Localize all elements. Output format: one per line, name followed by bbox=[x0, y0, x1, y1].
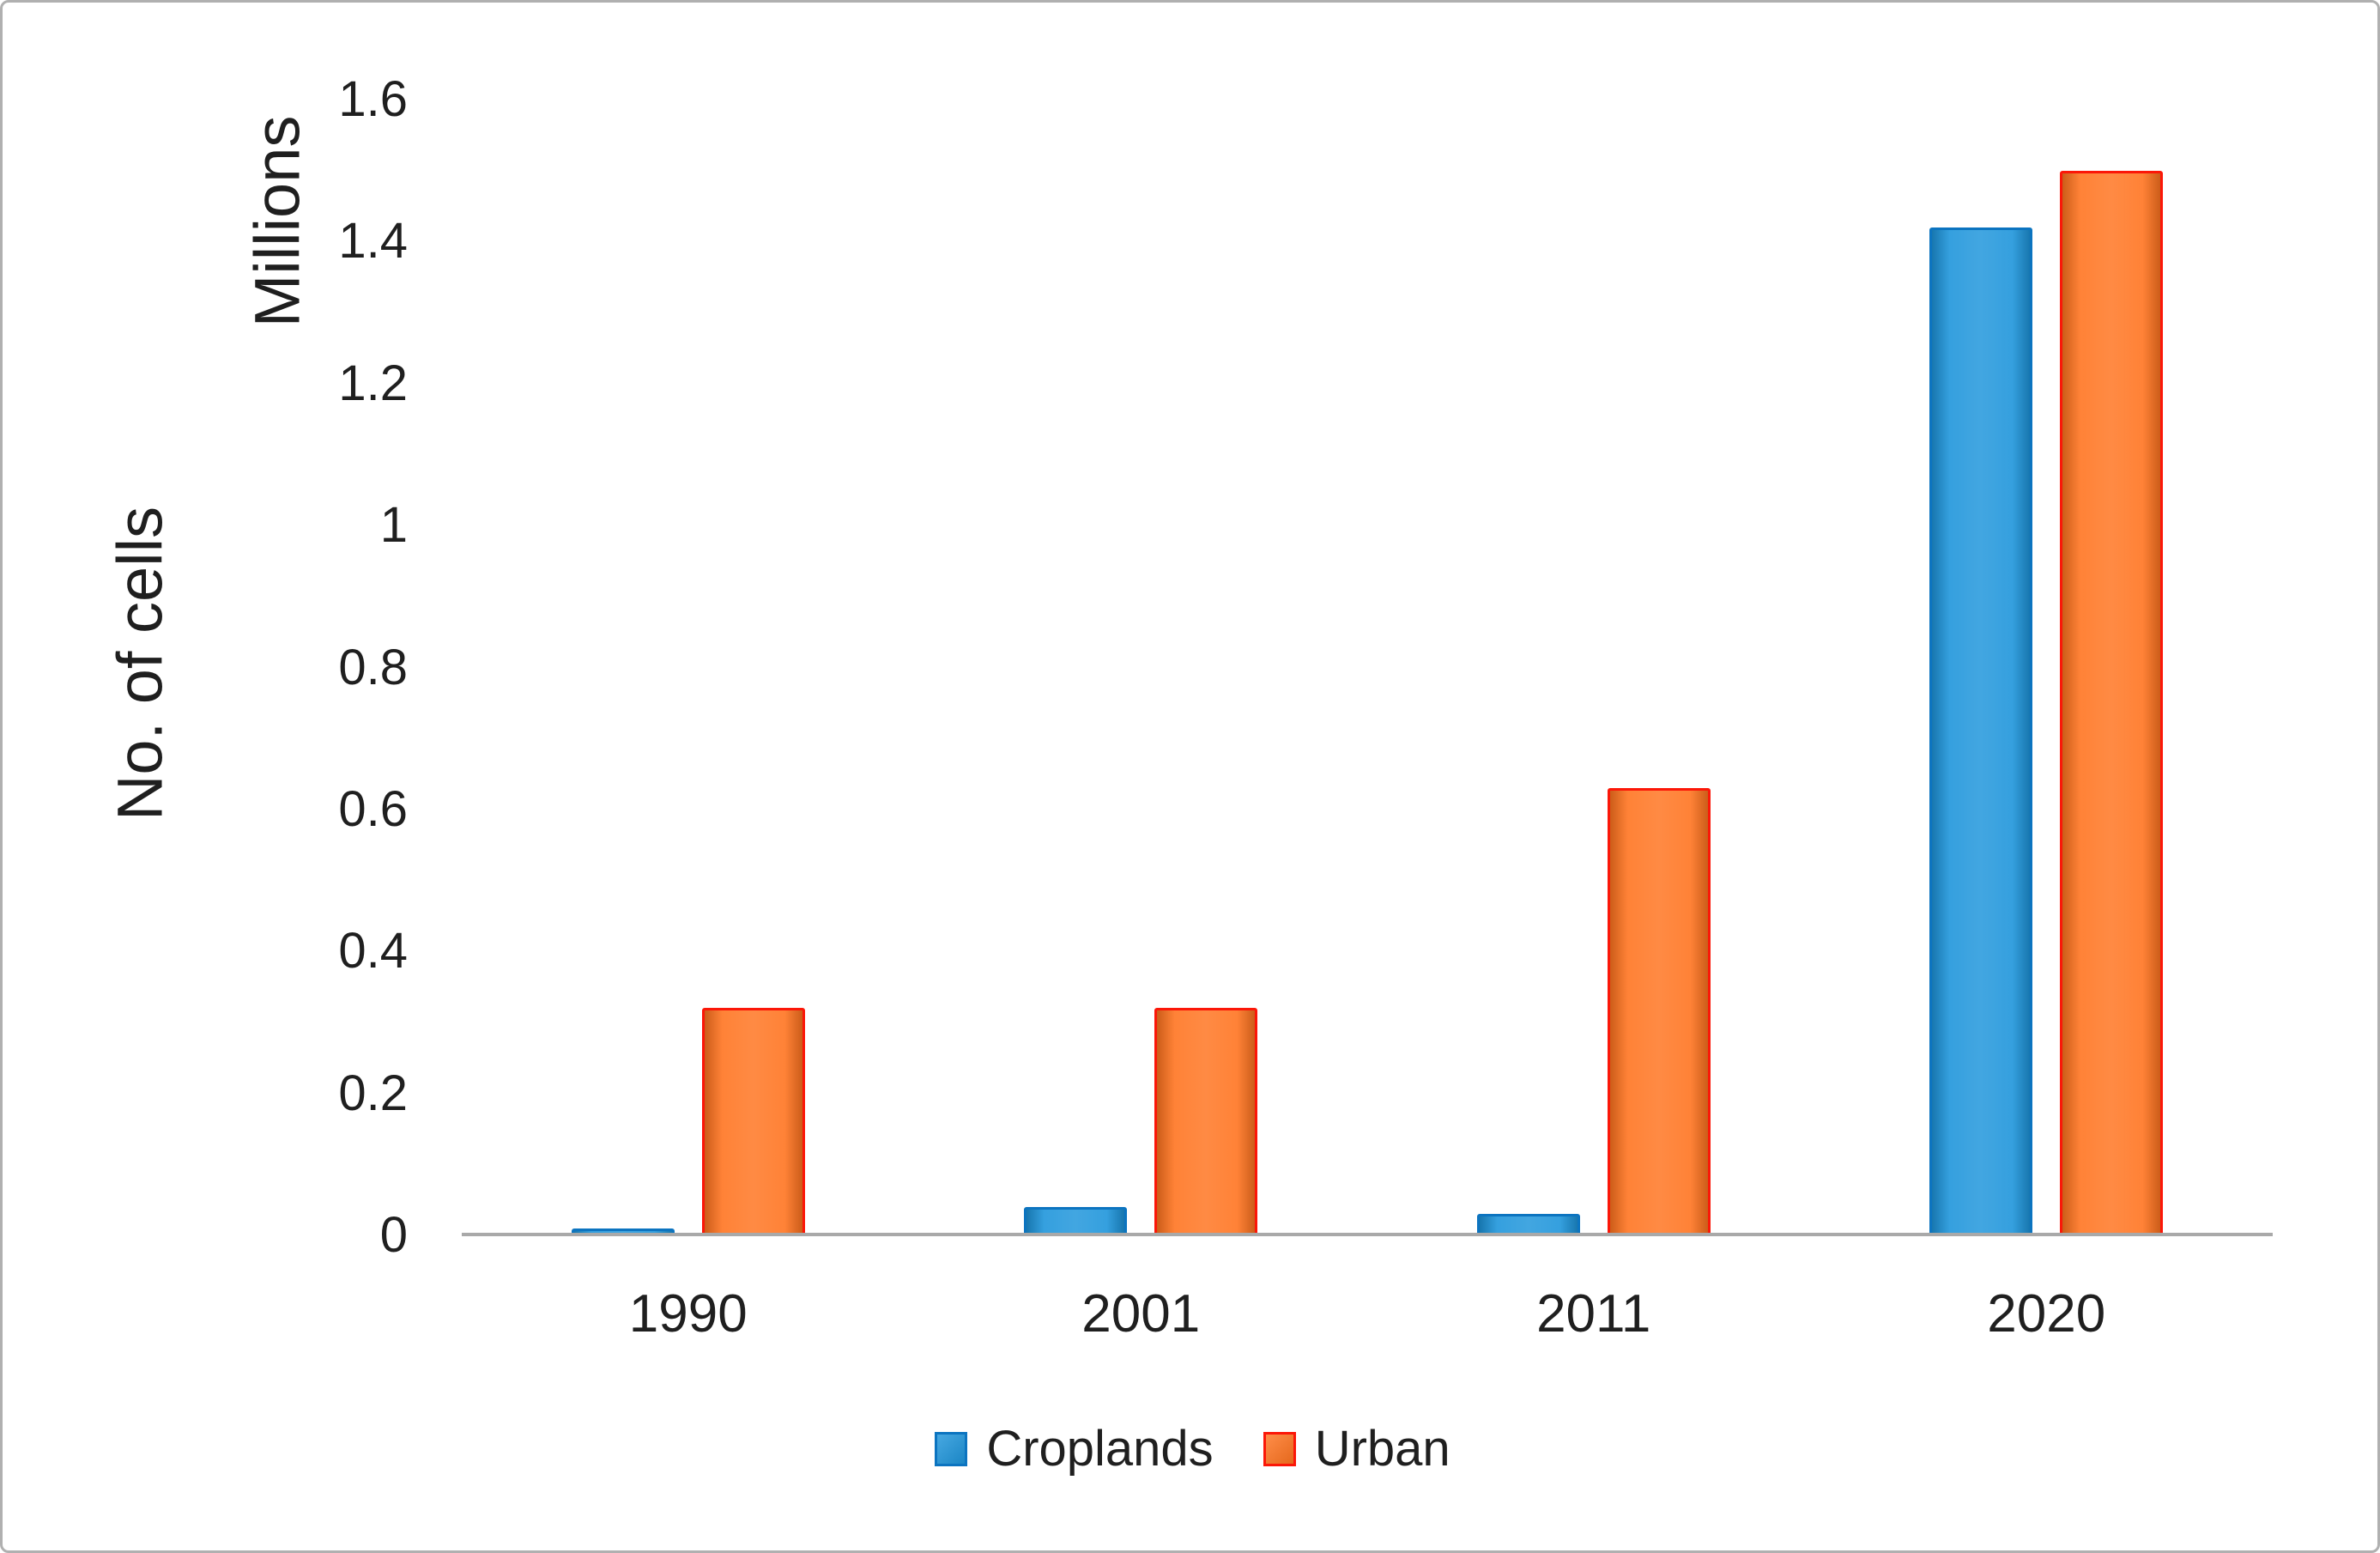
bar-group-2001 bbox=[915, 100, 1368, 1235]
legend-label-croplands: Croplands bbox=[986, 1421, 1214, 1477]
legend-swatch-urban bbox=[1263, 1432, 1296, 1466]
x-axis-label-1990: 1990 bbox=[628, 1284, 748, 1344]
bar-urban-2011 bbox=[1607, 788, 1711, 1235]
x-axis-line bbox=[462, 1233, 2273, 1236]
y-tick-label: 1.2 bbox=[338, 355, 408, 411]
bar-urban-2020 bbox=[2060, 170, 2164, 1235]
bar-urban-2001 bbox=[1154, 1008, 1258, 1235]
x-axis-label-2011: 2011 bbox=[1536, 1284, 1651, 1344]
bar-group-2011 bbox=[1367, 100, 1820, 1235]
x-axis-category-labels: 1990 2001 2011 2020 bbox=[462, 1288, 2273, 1356]
legend-swatch-croplands bbox=[935, 1432, 968, 1466]
y-tick-label: 1.4 bbox=[338, 213, 408, 270]
bar-group-1990 bbox=[462, 100, 915, 1235]
bar-croplands-2020 bbox=[1929, 227, 2033, 1235]
y-axis-tick-labels: 0 0.2 0.4 0.6 0.8 1 1.2 1.4 1.6 bbox=[3, 75, 408, 1260]
x-axis-label-2001: 2001 bbox=[1081, 1284, 1201, 1344]
y-tick-label: 0.8 bbox=[338, 639, 408, 695]
x-axis-label-2020: 2020 bbox=[1987, 1284, 2106, 1344]
y-tick-label: 0.2 bbox=[338, 1065, 408, 1121]
bar-group-2020 bbox=[1820, 100, 2274, 1235]
y-tick-label: 0 bbox=[379, 1207, 408, 1263]
y-tick-label: 0.4 bbox=[338, 923, 408, 980]
y-tick-label: 0.6 bbox=[338, 780, 408, 837]
legend-label-urban: Urban bbox=[1314, 1421, 1450, 1477]
legend-item-urban: Urban bbox=[1263, 1424, 1450, 1474]
legend: Croplands Urban bbox=[3, 1410, 2377, 1488]
bar-urban-1990 bbox=[701, 1008, 805, 1235]
legend-item-croplands: Croplands bbox=[935, 1421, 1214, 1477]
plot-area bbox=[462, 100, 2273, 1235]
y-tick-label: 1.6 bbox=[338, 71, 408, 127]
bar-croplands-2001 bbox=[1024, 1206, 1128, 1235]
y-tick-label: 1 bbox=[379, 497, 408, 554]
